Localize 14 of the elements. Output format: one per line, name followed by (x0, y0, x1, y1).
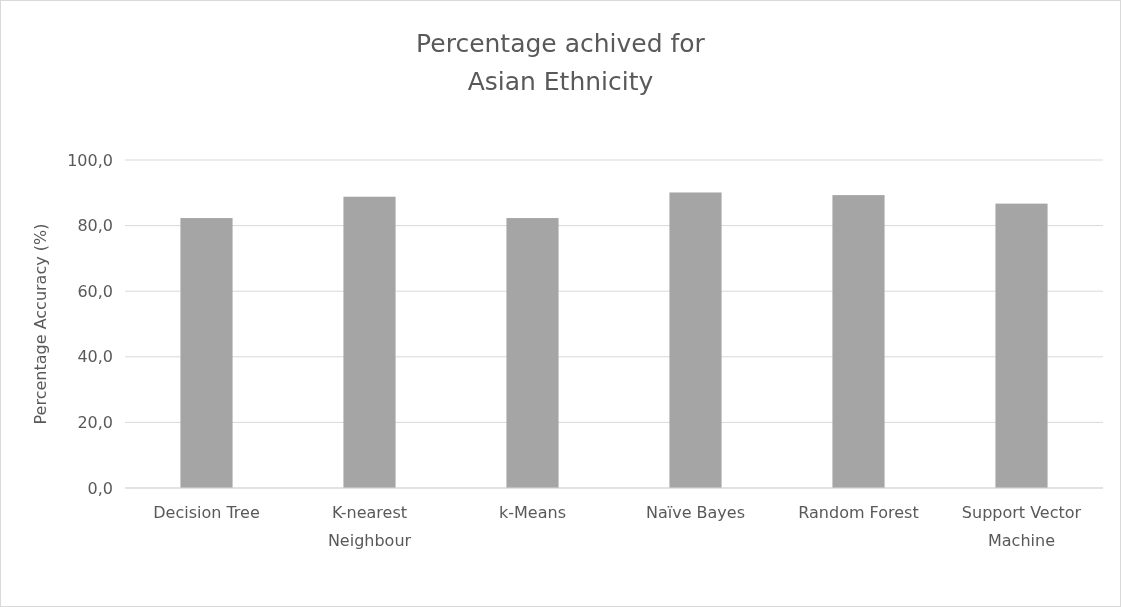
y-tick-label: 80,0 (77, 216, 113, 236)
y-tick-label: 40,0 (77, 347, 113, 367)
chart-title: Percentage achived for Asian Ethnicity (416, 29, 706, 96)
x-tick-label: Support Vector Machine (961, 503, 1082, 550)
y-axis-title: Percentage Accuracy (%) (30, 223, 50, 425)
y-tick-label: 20,0 (77, 413, 113, 432)
x-tick-label: k-Means (499, 503, 566, 522)
x-tick-label: Decision Tree (153, 503, 260, 522)
x-tick-label: Random Forest (798, 503, 919, 522)
y-tick-label: 60,0 (77, 281, 113, 301)
x-tick-label: Naïve Bayes (645, 503, 746, 522)
y-tick-label: 100,0 (67, 150, 113, 170)
y-tick-label: 0,0 (87, 478, 113, 498)
x-tick-label: K-nearest Neighbour (327, 503, 412, 550)
